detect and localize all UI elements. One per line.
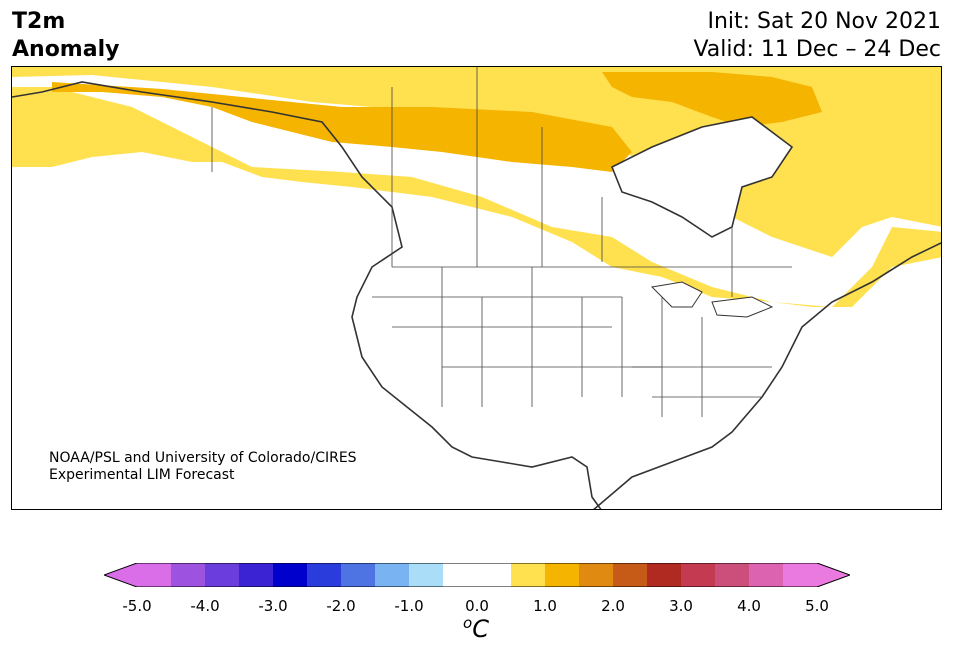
colorbar-segment (205, 563, 240, 587)
colorbar-tick-label: -1.0 (394, 597, 424, 615)
credit-line-product: Experimental LIM Forecast (49, 467, 235, 483)
colorbar-extend-high (817, 563, 850, 587)
colorbar-tick-label: 1.0 (533, 597, 557, 615)
great-lakes (650, 281, 774, 318)
colorbar-segment (749, 563, 784, 587)
colorbar-segment (681, 563, 716, 587)
anomaly-region-light-west (12, 87, 941, 307)
valid-date-range: Valid: 11 Dec – 24 Dec (693, 37, 941, 62)
colorbar-segment (137, 563, 172, 587)
anomaly-region-strong-east (602, 72, 822, 127)
map-title: T2m Anomaly (12, 8, 119, 64)
colorbar-segment (613, 563, 648, 587)
unit-degree-mark: o (463, 614, 473, 632)
init-date: Init: Sat 20 Nov 2021 (707, 9, 941, 34)
colorbar-tick-label: -5.0 (122, 597, 152, 615)
colorbar-tick-label: 0.0 (465, 597, 489, 615)
colorbar-segment (409, 563, 444, 587)
colorbar-segment (783, 563, 818, 587)
colorbar-tick-label: -3.0 (258, 597, 288, 615)
credit-line-organization: NOAA/PSL and University of Colorado/CIRE… (49, 450, 357, 466)
colorbar-extend-low (104, 563, 137, 587)
anomaly-region-strong (52, 82, 632, 172)
credit-text: NOAA/PSL and University of Colorado/CIRE… (49, 450, 357, 484)
colorbar-segment (443, 563, 478, 587)
colorbar-segment (579, 563, 614, 587)
colorbar-tick-label: 4.0 (737, 597, 761, 615)
hudson-bay (610, 116, 794, 238)
colorbar-tick-label: -2.0 (326, 597, 356, 615)
colorbar-segment (375, 563, 410, 587)
colorbar-segment (273, 563, 308, 587)
coastline (12, 81, 941, 509)
colorbar-segment (511, 563, 546, 587)
title-line-variable: T2m (12, 9, 66, 34)
title-line-anomaly: Anomaly (12, 37, 120, 62)
colorbar-segment (239, 563, 274, 587)
colorbar (104, 563, 850, 587)
map-panel (11, 66, 942, 510)
colorbar-segment (545, 563, 580, 587)
unit-symbol: C (472, 615, 489, 643)
colorbar-tick-label: 5.0 (805, 597, 829, 615)
colorbar-segment (715, 563, 750, 587)
colorbar-tick-label: 2.0 (601, 597, 625, 615)
colorbar-segment (307, 563, 342, 587)
colorbar-segment (171, 563, 206, 587)
colorbar-segment (647, 563, 682, 587)
political-borders (211, 67, 792, 417)
anomaly-map (12, 67, 941, 509)
colorbar-segment (341, 563, 376, 587)
colorbar-unit-label: oC (463, 614, 489, 643)
forecast-dates: Init: Sat 20 Nov 2021 Valid: 11 Dec – 24… (693, 8, 941, 64)
colorbar-tick-label: -4.0 (190, 597, 220, 615)
colorbar-tick-label: 3.0 (669, 597, 693, 615)
colorbar-segment (477, 563, 512, 587)
